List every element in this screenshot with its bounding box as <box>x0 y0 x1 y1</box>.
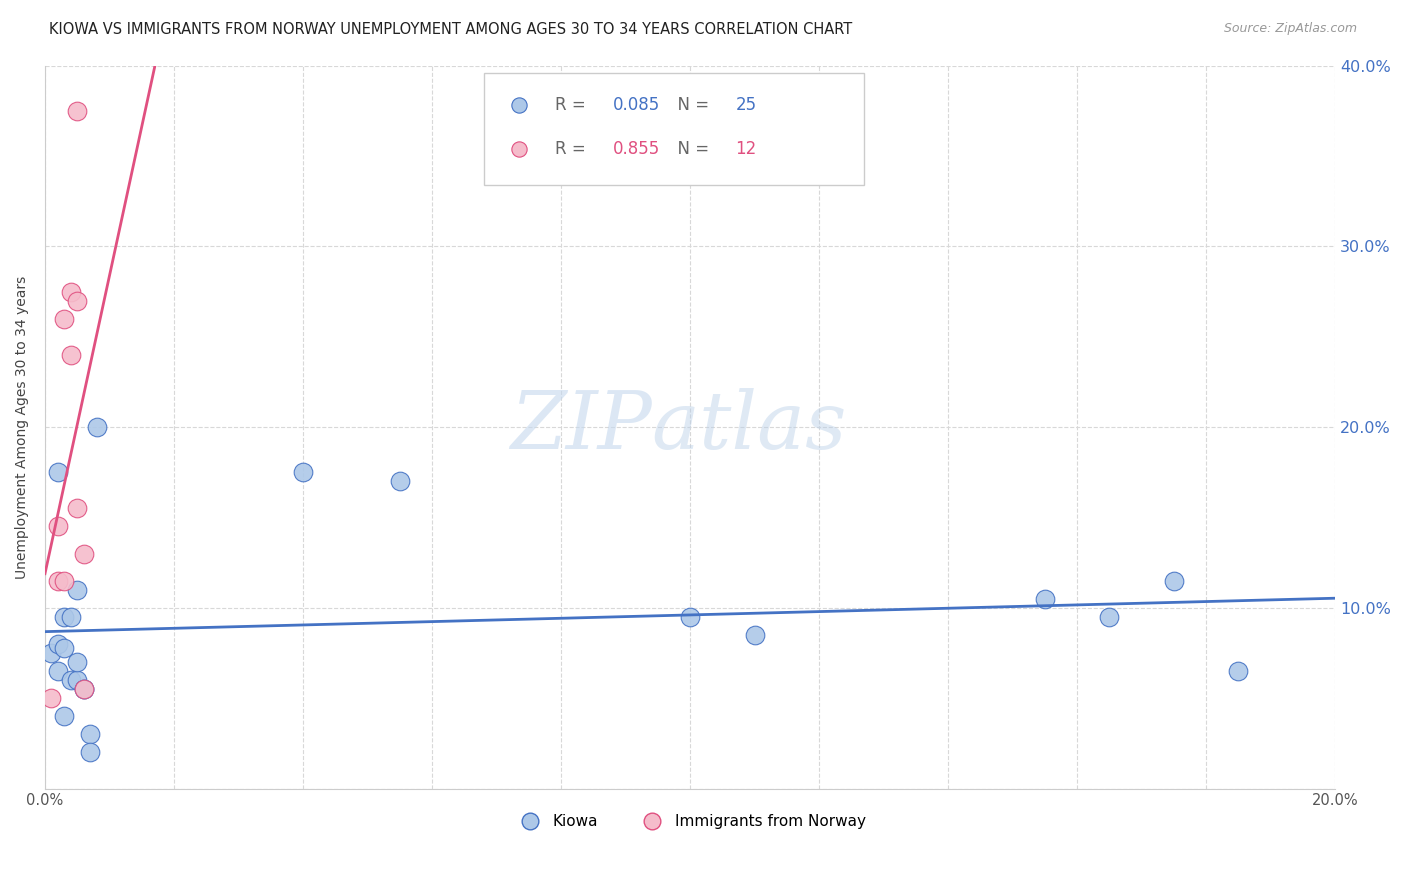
Point <box>66 103 89 118</box>
Point <box>46 519 69 533</box>
Point <box>73 547 96 561</box>
Point <box>66 582 89 597</box>
Text: R =: R = <box>554 140 591 158</box>
Point <box>1163 574 1185 588</box>
Point <box>59 285 82 299</box>
Point <box>1227 664 1250 678</box>
Point <box>53 640 76 655</box>
Point <box>46 664 69 678</box>
FancyBboxPatch shape <box>484 73 865 185</box>
Point <box>73 682 96 697</box>
Point <box>73 682 96 697</box>
Point <box>86 420 108 434</box>
Text: N =: N = <box>666 96 714 114</box>
Point <box>66 673 89 687</box>
Point <box>73 682 96 697</box>
Point <box>1098 610 1121 624</box>
Y-axis label: Unemployment Among Ages 30 to 34 years: Unemployment Among Ages 30 to 34 years <box>15 276 30 579</box>
Point <box>46 574 69 588</box>
Point <box>744 628 766 642</box>
Text: Source: ZipAtlas.com: Source: ZipAtlas.com <box>1223 22 1357 36</box>
Point <box>388 475 411 489</box>
Text: 12: 12 <box>735 140 756 158</box>
Point <box>53 574 76 588</box>
Point <box>59 673 82 687</box>
Point <box>53 311 76 326</box>
Point <box>41 646 63 660</box>
Text: ZIP: ZIP <box>509 388 651 466</box>
Point <box>292 465 315 479</box>
Text: 0.085: 0.085 <box>613 96 659 114</box>
Point <box>46 465 69 479</box>
Text: KIOWA VS IMMIGRANTS FROM NORWAY UNEMPLOYMENT AMONG AGES 30 TO 34 YEARS CORRELATI: KIOWA VS IMMIGRANTS FROM NORWAY UNEMPLOY… <box>49 22 852 37</box>
Text: N =: N = <box>666 140 714 158</box>
Point <box>66 655 89 669</box>
Legend: Kiowa, Immigrants from Norway: Kiowa, Immigrants from Norway <box>509 808 872 835</box>
Text: 25: 25 <box>735 96 756 114</box>
Text: atlas: atlas <box>651 388 846 466</box>
Point <box>79 745 101 759</box>
Point <box>66 293 89 308</box>
Point <box>59 610 82 624</box>
Point <box>66 501 89 516</box>
Point <box>41 691 63 706</box>
Point <box>46 637 69 651</box>
Point <box>79 727 101 741</box>
Point <box>59 348 82 362</box>
Text: R =: R = <box>554 96 591 114</box>
Point <box>679 610 702 624</box>
Point <box>1033 591 1056 606</box>
Point <box>53 610 76 624</box>
Text: 0.855: 0.855 <box>613 140 659 158</box>
Point <box>53 709 76 723</box>
